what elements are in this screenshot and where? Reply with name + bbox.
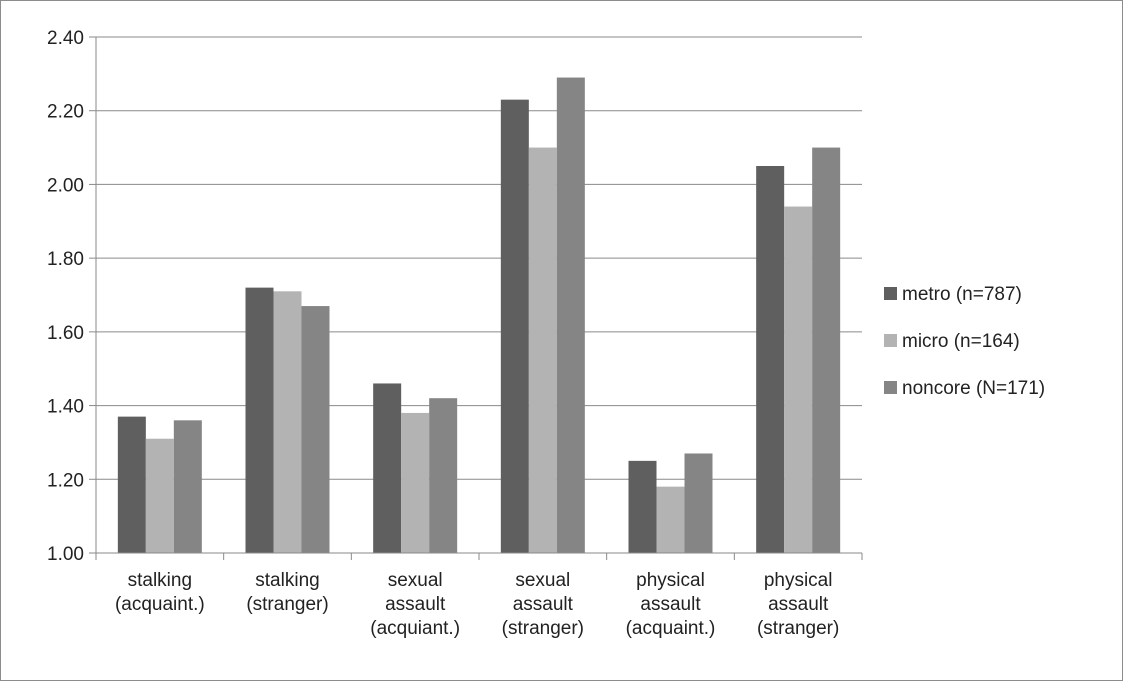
bar bbox=[401, 412, 430, 553]
x-category-label: sexual assault (stranger) bbox=[502, 570, 584, 639]
legend-label: noncore (N=171) bbox=[902, 378, 1045, 399]
x-axis-labels: stalking (acquaint.) stalking (stranger) sex… bbox=[115, 570, 839, 639]
bar bbox=[528, 147, 557, 554]
bar bbox=[784, 206, 813, 554]
bar bbox=[556, 77, 585, 554]
bar bbox=[756, 166, 785, 553]
legend-label: metro (n=787) bbox=[902, 284, 1022, 305]
axes bbox=[95, 37, 863, 560]
x-category-label: physical assault (stranger) bbox=[757, 570, 839, 639]
bar bbox=[117, 416, 146, 553]
y-tick-label: 1.60 bbox=[47, 323, 84, 344]
bars bbox=[117, 77, 841, 554]
legend: metro (n=787) micro (n=164) noncore (N=171… bbox=[884, 284, 1045, 399]
y-tick-label: 2.40 bbox=[47, 28, 84, 49]
bar bbox=[500, 99, 529, 554]
bar bbox=[684, 453, 713, 553]
bar bbox=[245, 287, 274, 553]
gridlines bbox=[96, 36, 862, 480]
bar bbox=[628, 460, 657, 553]
bar bbox=[373, 383, 402, 553]
bar bbox=[429, 398, 458, 553]
y-tick-label: 2.20 bbox=[47, 102, 84, 123]
bar bbox=[145, 438, 174, 553]
legend-label: micro (n=164) bbox=[902, 331, 1020, 352]
y-tick-label: 1.20 bbox=[47, 470, 84, 491]
legend-swatch bbox=[884, 334, 897, 347]
y-tick-label: 1.00 bbox=[47, 544, 84, 565]
bar bbox=[173, 420, 202, 553]
y-tick-label: 1.80 bbox=[47, 249, 84, 270]
y-tick-label: 2.00 bbox=[47, 175, 84, 196]
bar bbox=[273, 291, 302, 553]
x-category-label: stalking (acquaint.) bbox=[115, 570, 205, 615]
legend-swatch bbox=[884, 381, 897, 394]
x-category-label: sexual assault (acquiant.) bbox=[370, 570, 460, 639]
bar bbox=[812, 147, 841, 554]
y-tick-label: 1.40 bbox=[47, 397, 84, 418]
x-category-label: stalking (stranger) bbox=[246, 570, 328, 615]
legend-swatch bbox=[884, 287, 897, 300]
x-category-label: physical assault (acquaint.) bbox=[626, 570, 716, 639]
bar bbox=[301, 306, 330, 553]
y-axis-ticks: 1.00 1.20 1.40 1.60 1.80 2.00 2.20 2.40 bbox=[47, 28, 96, 565]
bar bbox=[656, 486, 685, 553]
